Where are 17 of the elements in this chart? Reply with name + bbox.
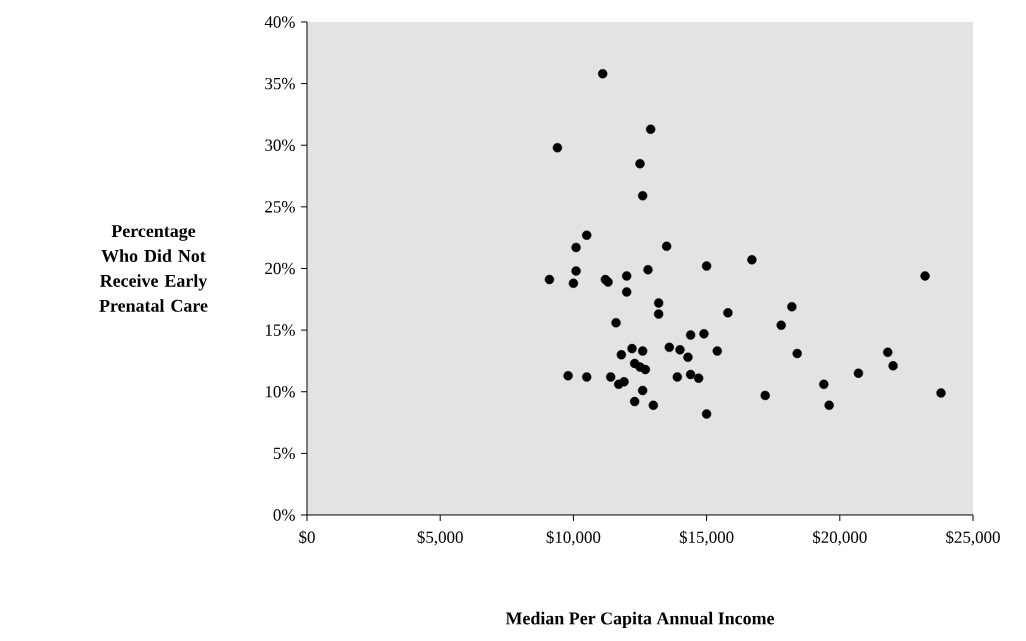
y-tick-label: 30% (265, 139, 295, 151)
x-tick-label: $10,000 (546, 530, 601, 546)
y-tick-label: 0% (273, 509, 295, 521)
x-tick-label: $20,000 (813, 530, 867, 546)
y-tick-label: 40% (264, 16, 295, 28)
y-tick-label: 20% (265, 262, 295, 275)
x-tick-label: $25,000 (946, 530, 1000, 546)
y-tick-label: 10% (265, 385, 295, 398)
x-tick-label: $0 (299, 530, 315, 545)
x-axis-title: Median Per Capita Annual Income (505, 611, 775, 629)
y-tick-label: 25% (265, 201, 295, 213)
y-tick-label: 15% (265, 324, 295, 336)
y-tick-label: 5% (273, 447, 295, 460)
y-axis-title: Percentage Who Did Not Receive Early Prenatal Care (99, 225, 208, 312)
y-tick-label: 35% (265, 77, 295, 90)
x-tick-label: $15,000 (679, 530, 734, 546)
x-tick-label: $5,000 (417, 530, 463, 546)
